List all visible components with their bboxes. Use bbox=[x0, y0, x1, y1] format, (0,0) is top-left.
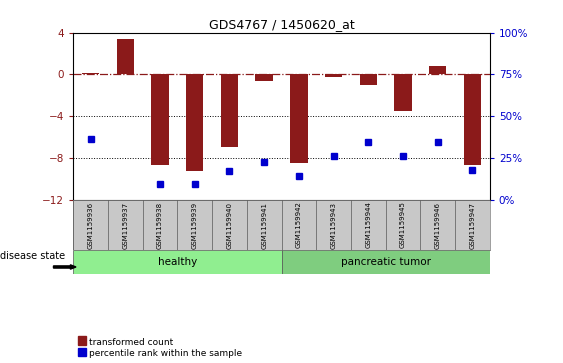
Bar bbox=[186, 74, 203, 171]
FancyBboxPatch shape bbox=[247, 200, 282, 250]
Text: GSM1159944: GSM1159944 bbox=[365, 201, 371, 249]
FancyBboxPatch shape bbox=[351, 200, 386, 250]
FancyBboxPatch shape bbox=[316, 200, 351, 250]
Text: disease state: disease state bbox=[0, 251, 65, 261]
Bar bbox=[82, 73, 99, 74]
Text: pancreatic tumor: pancreatic tumor bbox=[341, 257, 431, 267]
FancyBboxPatch shape bbox=[421, 200, 455, 250]
Bar bbox=[151, 74, 169, 165]
Bar bbox=[429, 66, 446, 74]
Text: GSM1159943: GSM1159943 bbox=[330, 201, 337, 249]
Bar bbox=[256, 74, 273, 81]
FancyBboxPatch shape bbox=[73, 200, 108, 250]
Text: GSM1159942: GSM1159942 bbox=[296, 201, 302, 249]
Bar bbox=[464, 74, 481, 165]
FancyBboxPatch shape bbox=[108, 200, 142, 250]
FancyBboxPatch shape bbox=[386, 200, 421, 250]
Text: GSM1159947: GSM1159947 bbox=[470, 201, 475, 249]
Text: GSM1159940: GSM1159940 bbox=[226, 201, 233, 249]
FancyBboxPatch shape bbox=[73, 250, 282, 274]
Bar bbox=[360, 74, 377, 85]
Text: GSM1159939: GSM1159939 bbox=[192, 201, 198, 249]
Bar bbox=[221, 74, 238, 147]
Title: GDS4767 / 1450620_at: GDS4767 / 1450620_at bbox=[209, 19, 354, 32]
Text: GSM1159937: GSM1159937 bbox=[122, 201, 128, 249]
Bar bbox=[290, 74, 307, 163]
Legend: transformed count, percentile rank within the sample: transformed count, percentile rank withi… bbox=[78, 338, 242, 359]
Text: GSM1159945: GSM1159945 bbox=[400, 201, 406, 249]
FancyBboxPatch shape bbox=[455, 200, 490, 250]
FancyBboxPatch shape bbox=[212, 200, 247, 250]
Text: GSM1159946: GSM1159946 bbox=[435, 201, 441, 249]
Text: GSM1159938: GSM1159938 bbox=[157, 201, 163, 249]
FancyBboxPatch shape bbox=[282, 250, 490, 274]
FancyBboxPatch shape bbox=[142, 200, 177, 250]
Text: healthy: healthy bbox=[158, 257, 197, 267]
FancyBboxPatch shape bbox=[177, 200, 212, 250]
Text: GSM1159936: GSM1159936 bbox=[88, 201, 93, 249]
Bar bbox=[394, 74, 412, 111]
Bar bbox=[325, 74, 342, 77]
Text: GSM1159941: GSM1159941 bbox=[261, 201, 267, 249]
FancyBboxPatch shape bbox=[282, 200, 316, 250]
Bar bbox=[117, 39, 134, 74]
